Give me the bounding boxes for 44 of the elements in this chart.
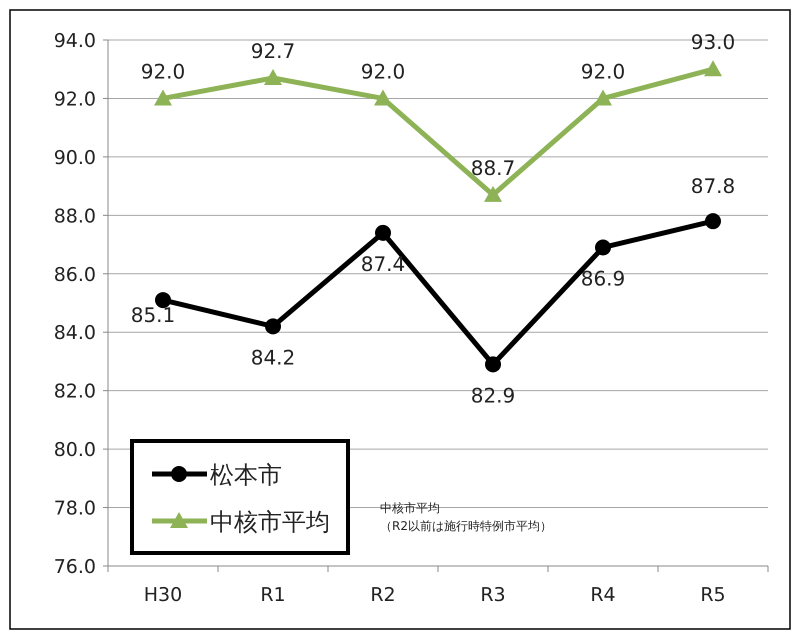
y-tick-label: 92.0: [54, 88, 96, 110]
point: [484, 186, 502, 202]
x-tick-label: H30: [144, 584, 182, 606]
data-label: 87.4: [360, 252, 406, 276]
point: [594, 89, 612, 106]
x-tick-label: R1: [260, 584, 286, 606]
point: [705, 213, 721, 230]
point: [154, 89, 172, 106]
data-label: 86.9: [580, 266, 626, 290]
y-tick-label: 94.0: [54, 30, 96, 52]
data-label: 92.7: [250, 38, 296, 63]
legend-label: 中核市平均: [210, 508, 330, 536]
point: [704, 60, 722, 76]
data-label: 84.2: [250, 345, 296, 370]
x-tick-label: R4: [590, 584, 616, 606]
data-label: 92.0: [360, 59, 406, 84]
y-tick-label: 78.0: [54, 498, 96, 520]
point: [485, 356, 501, 372]
point: [264, 68, 282, 85]
point: [155, 292, 171, 308]
data-label: 92.0: [140, 59, 186, 84]
y-tick-label: 80.0: [54, 439, 96, 462]
annotation: 中核市平均: [380, 501, 440, 515]
data-label: 88.7: [470, 156, 516, 180]
y-tick-label: 90.0: [54, 146, 96, 169]
x-tick-label: R5: [700, 584, 726, 606]
annotation: （R2以前は施行時特例市平均）: [380, 519, 552, 533]
y-tick-label: 82.0: [54, 380, 96, 403]
data-label: 85.1: [130, 303, 176, 328]
point: [375, 224, 391, 241]
data-label: 87.8: [690, 174, 736, 198]
point: [374, 89, 392, 106]
point: [595, 239, 611, 256]
point: [265, 318, 281, 334]
data-label: 92.0: [580, 59, 626, 84]
data-label: 82.9: [470, 383, 516, 408]
data-label: 93.0: [690, 30, 736, 54]
y-tick-label: 76.0: [54, 556, 96, 578]
x-tick-label: R3: [480, 584, 506, 606]
y-tick-label: 84.0: [54, 322, 96, 344]
y-tick-label: 86.0: [54, 264, 96, 286]
legend-label: 松本市: [210, 461, 282, 489]
y-tick-label: 88.0: [54, 205, 96, 228]
x-tick-label: R2: [370, 584, 396, 606]
